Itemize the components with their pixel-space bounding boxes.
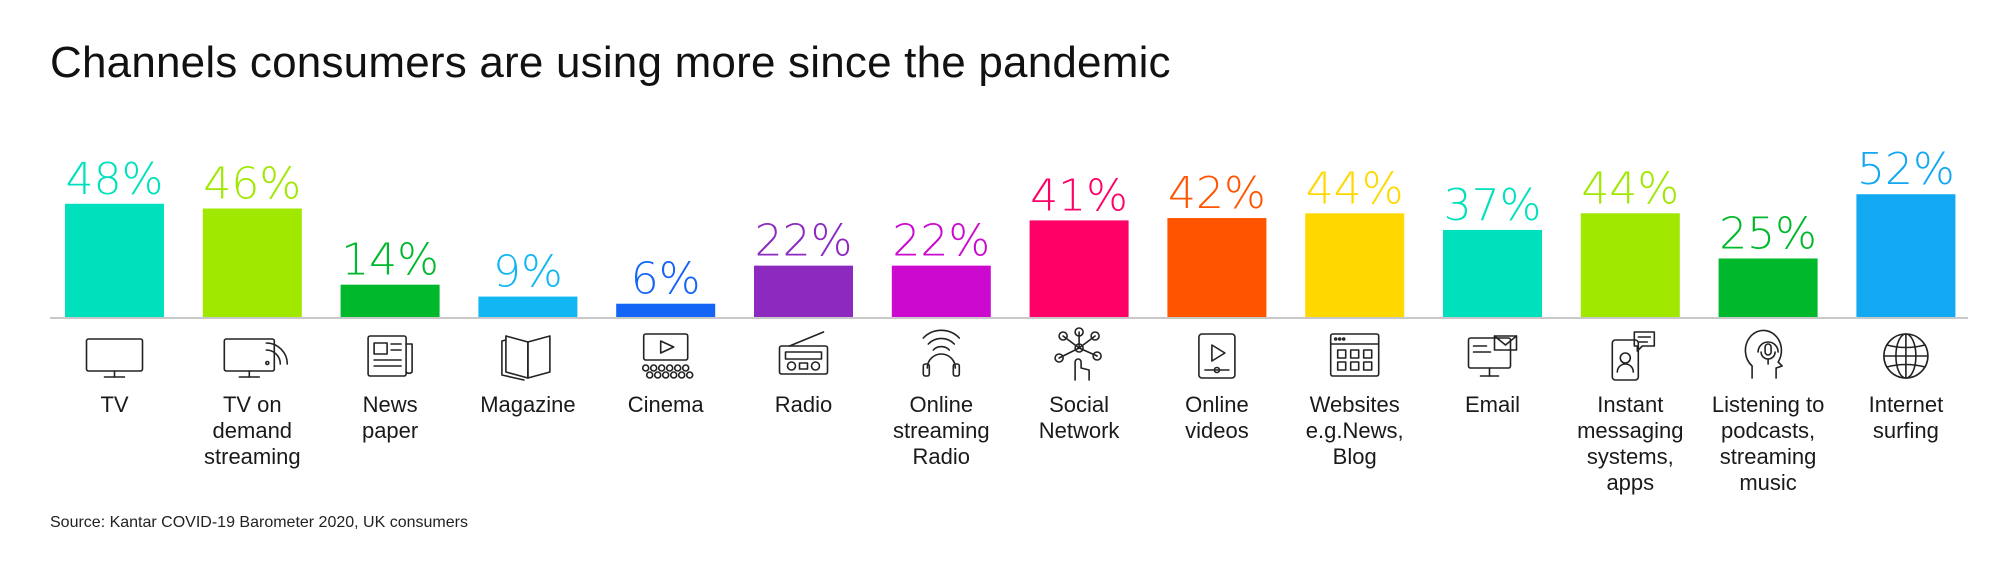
value-label-8: 41% xyxy=(1030,170,1128,221)
category-label-line: Radio xyxy=(775,392,832,417)
value-label-7: 22% xyxy=(892,216,990,267)
bar-2 xyxy=(202,208,302,318)
category-label-line: paper xyxy=(362,418,418,443)
internet-globe-icon xyxy=(1883,333,1929,379)
bars-group: 48% 46% 14% 9% 6% 22% 22% 41% 42% 44% 37% 44% 25% 52% xyxy=(65,144,1956,318)
icons-group xyxy=(85,327,1929,381)
value-label-11: 37% xyxy=(1444,180,1542,231)
bar-7 xyxy=(891,265,991,318)
category-label-line: videos xyxy=(1185,418,1249,443)
bar-10 xyxy=(1305,213,1405,318)
category-label-line: messaging xyxy=(1577,418,1683,443)
source-note: Source: Kantar COVID-19 Barometer 2020, … xyxy=(50,514,468,531)
magazine-icon xyxy=(501,335,551,381)
category-label-14: Internet surfing xyxy=(1869,392,1944,443)
category-label-line: Online xyxy=(1185,392,1249,417)
category-label-3: News paper xyxy=(362,392,418,443)
category-label-line: Internet xyxy=(1869,392,1944,417)
value-label-12: 44% xyxy=(1581,163,1679,214)
newspaper-icon xyxy=(367,335,413,377)
value-label-14: 52% xyxy=(1857,144,1955,195)
category-label-6: Radio xyxy=(775,392,832,417)
category-label-7: Online streaming Radio xyxy=(893,392,990,469)
bar-8 xyxy=(1029,220,1129,318)
category-label-line: apps xyxy=(1606,470,1654,495)
category-label-10: Websites e.g.News, Blog xyxy=(1306,392,1404,469)
category-label-line: demand xyxy=(213,418,293,443)
category-label-1: TV xyxy=(100,392,128,417)
value-label-5: 6% xyxy=(631,254,701,305)
podcast-icon xyxy=(1744,329,1783,379)
bar-14 xyxy=(1856,194,1956,318)
value-label-4: 9% xyxy=(493,247,563,298)
category-label-11: Email xyxy=(1465,392,1520,417)
online-video-icon xyxy=(1198,333,1236,379)
value-label-10: 44% xyxy=(1306,163,1404,214)
tv-streaming-icon xyxy=(223,338,289,378)
category-label-line: Email xyxy=(1465,392,1520,417)
value-label-2: 46% xyxy=(203,159,301,210)
category-label-line: podcasts, xyxy=(1721,418,1815,443)
category-label-line: Network xyxy=(1039,418,1121,443)
category-label-13: Listening to podcasts, streaming music xyxy=(1712,392,1825,495)
category-label-line: systems, xyxy=(1587,444,1674,469)
category-label-line: Social xyxy=(1049,392,1109,417)
category-label-line: Blog xyxy=(1333,444,1377,469)
bar-3 xyxy=(340,284,440,318)
category-label-line: streaming xyxy=(893,418,990,443)
bar-4 xyxy=(478,296,578,318)
radio-icon xyxy=(778,331,829,375)
category-label-line: TV on xyxy=(223,392,282,417)
value-label-1: 48% xyxy=(66,154,164,205)
value-label-13: 25% xyxy=(1719,209,1817,260)
category-label-line: News xyxy=(363,392,418,417)
chart-title: Channels consumers are using more since … xyxy=(50,38,1171,87)
value-label-9: 42% xyxy=(1168,168,1266,219)
online-radio-icon xyxy=(922,329,961,377)
category-label-line: Websites xyxy=(1310,392,1400,417)
category-label-line: Online xyxy=(910,392,974,417)
category-label-line: e.g.News, xyxy=(1306,418,1404,443)
bar-13 xyxy=(1718,258,1818,318)
category-label-9: Online videos xyxy=(1185,392,1249,443)
category-label-line: streaming xyxy=(204,444,301,469)
category-label-line: streaming xyxy=(1720,444,1817,469)
category-label-4: Magazine xyxy=(480,392,575,417)
bar-5 xyxy=(616,303,716,318)
category-label-2: TV on demand streaming xyxy=(204,392,301,469)
category-label-line: TV xyxy=(100,392,128,417)
website-icon xyxy=(1329,333,1380,377)
value-label-6: 22% xyxy=(755,216,853,267)
category-label-line: surfing xyxy=(1873,418,1939,443)
bar-12 xyxy=(1580,213,1680,318)
bar-9 xyxy=(1167,218,1267,318)
category-label-line: Magazine xyxy=(480,392,575,417)
category-label-line: music xyxy=(1739,470,1796,495)
value-label-3: 14% xyxy=(341,235,439,286)
category-label-line: Radio xyxy=(913,444,970,469)
email-icon xyxy=(1467,335,1518,377)
category-label-12: Instant messaging systems, apps xyxy=(1577,392,1683,495)
category-label-8: Social Network xyxy=(1039,392,1121,443)
category-label-line: Listening to xyxy=(1712,392,1825,417)
bar-6 xyxy=(754,265,853,318)
bar-11 xyxy=(1443,229,1542,318)
instant-messaging-icon xyxy=(1611,331,1656,381)
category-label-5: Cinema xyxy=(628,392,705,417)
category-label-line: Instant xyxy=(1597,392,1663,417)
bar-1 xyxy=(65,203,164,318)
social-network-icon xyxy=(1054,327,1102,381)
cinema-icon xyxy=(641,333,694,379)
tv-icon xyxy=(85,338,144,378)
category-label-line: Cinema xyxy=(628,392,705,417)
